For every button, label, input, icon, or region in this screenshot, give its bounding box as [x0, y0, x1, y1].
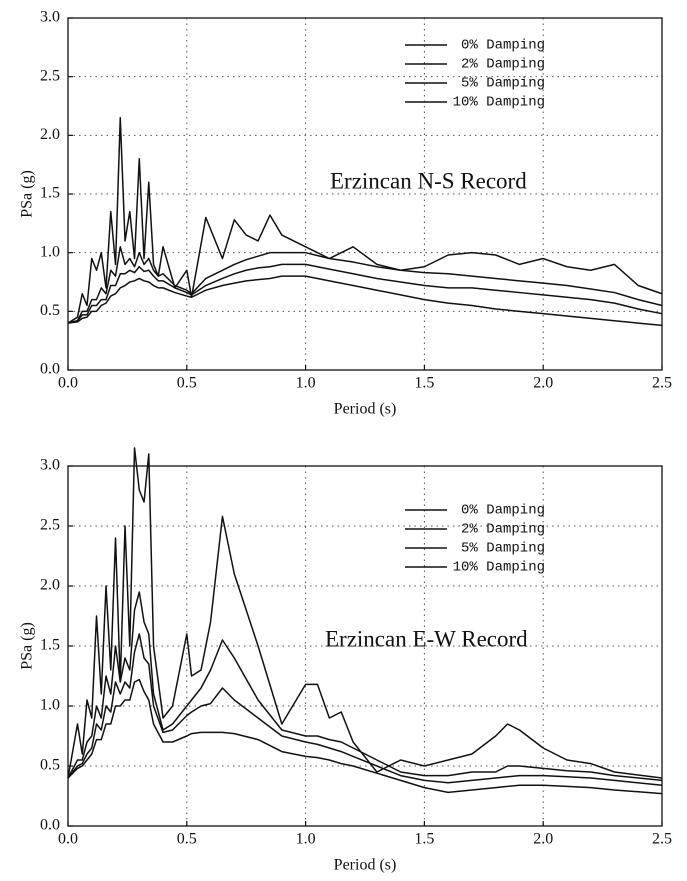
y-tick-label: 0.0: [40, 817, 60, 834]
legend-label: 5% Damping: [461, 541, 545, 557]
y-tick-label: 3.0: [40, 457, 60, 474]
plot-frame: [67, 465, 663, 827]
legend: 0% Damping 2% Damping 5% Damping 10% Dampin…: [405, 503, 545, 576]
x-tick-label: 0.5: [177, 375, 197, 392]
x-tick-label: 2.5: [652, 375, 672, 392]
series-line: [67, 116, 663, 324]
legend-label: 0% Damping: [461, 38, 545, 54]
annotation: Erzincan E-W Record: [325, 626, 528, 651]
series-line: [67, 591, 663, 782]
chart: 0.0 0.5 1.0 1.5 2.0 2.5 0.0 0.5 1.0 1.5 2.0 2.5 3.0 E…: [19, 447, 672, 874]
series-line: [67, 275, 663, 327]
y-tick-label: 1.0: [40, 243, 60, 260]
series-line: [67, 263, 663, 324]
x-tick-label: 2.0: [533, 831, 553, 848]
y-axis-label: PSa (g): [19, 170, 36, 218]
y-tick-label: 0.5: [40, 757, 60, 774]
y-tick-label: 3.0: [40, 9, 60, 26]
y-tick-label: 1.0: [40, 697, 60, 714]
x-tick-label: 0.0: [58, 375, 78, 392]
plot-frame: [67, 17, 663, 371]
y-tick-label: 2.0: [40, 577, 60, 594]
x-tick-label: 2.5: [652, 831, 672, 848]
chart: 0.0 0.5 1.0 1.5 2.0 2.5 0.0 0.5 1.0 1.5 2.0 2.5 3.0 E…: [19, 9, 672, 418]
y-tick-label: 1.5: [40, 185, 60, 202]
x-axis-label: Period (s): [334, 401, 397, 418]
x-tick-label: 1.0: [296, 831, 316, 848]
y-tick-label: 1.5: [40, 637, 60, 654]
x-tick-label: 0.5: [177, 831, 197, 848]
legend-label: 10% Damping: [453, 95, 545, 111]
x-tick-label: 1.5: [414, 831, 434, 848]
y-tick-label: 2.5: [40, 517, 60, 534]
y-axis-label: PSa (g): [19, 622, 36, 670]
legend-label: 2% Damping: [461, 522, 545, 538]
x-tick-label: 0.0: [58, 831, 78, 848]
legend-label: 5% Damping: [461, 76, 545, 92]
series-line: [67, 447, 663, 779]
x-tick-label: 2.0: [533, 375, 553, 392]
y-tick-label: 0.5: [40, 302, 60, 319]
legend: 0% Damping 2% Damping 5% Damping 10% Dampin…: [405, 38, 545, 111]
y-tick-label: 2.5: [40, 67, 60, 84]
x-tick-label: 1.0: [296, 375, 316, 392]
legend-label: 0% Damping: [461, 503, 545, 519]
legend-label: 10% Damping: [453, 560, 545, 576]
x-tick-label: 1.5: [414, 375, 434, 392]
annotation: Erzincan N-S Record: [330, 168, 527, 193]
y-tick-label: 2.0: [40, 126, 60, 143]
y-tick-label: 0.0: [40, 361, 60, 378]
series-line: [67, 246, 663, 324]
legend-label: 2% Damping: [461, 57, 545, 73]
x-axis-label: Period (s): [334, 857, 397, 874]
series-line: [67, 633, 663, 786]
series-line: [67, 678, 663, 795]
